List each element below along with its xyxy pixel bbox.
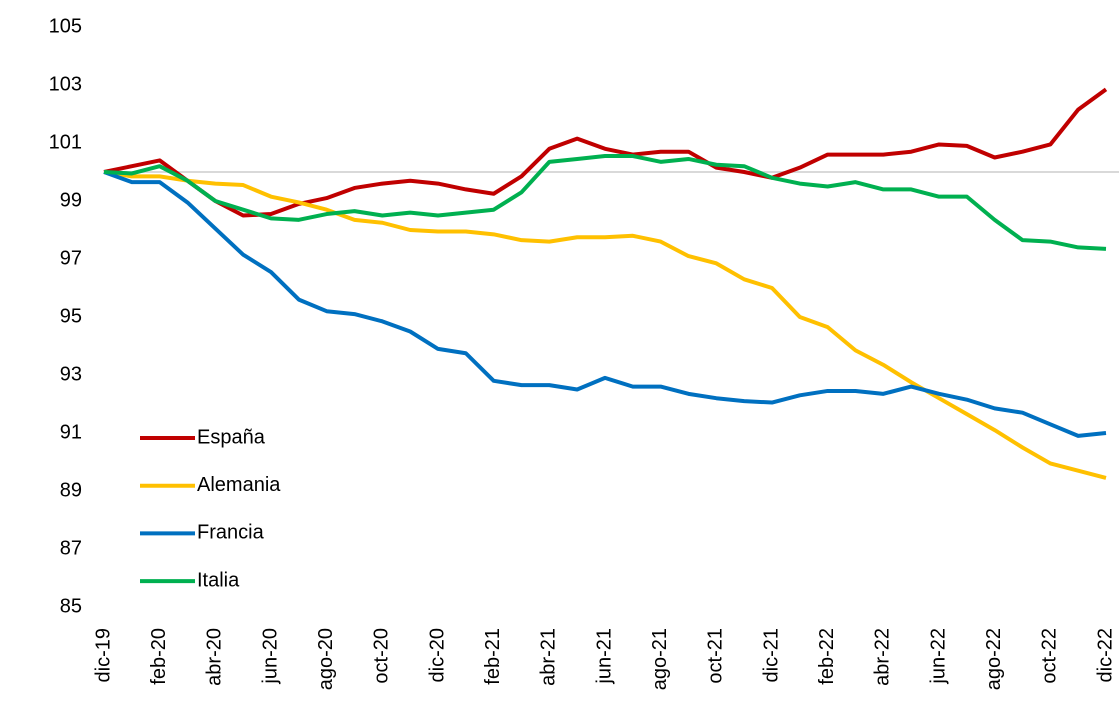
x-tick-label: oct-22: [1039, 628, 1061, 684]
series-line: [103, 170, 1107, 480]
legend-label: Alemania: [197, 474, 281, 496]
y-tick-label: 105: [49, 15, 82, 37]
x-tick-label: dic-19: [92, 628, 114, 682]
x-tick-label: jun-21: [593, 628, 615, 685]
x-tick-label: abr-20: [204, 628, 226, 686]
y-tick-label: 103: [49, 73, 82, 95]
x-tick-label: feb-20: [148, 628, 170, 685]
y-tick-label: 89: [60, 479, 82, 501]
legend-label: Italia: [197, 569, 240, 591]
x-tick-label: feb-21: [482, 628, 504, 685]
x-tick-label: dic-21: [760, 628, 782, 682]
legend-label: Francia: [197, 522, 265, 544]
y-tick-label: 101: [49, 131, 82, 153]
x-tick-label: dic-22: [1094, 628, 1116, 682]
x-tick-label: oct-21: [705, 628, 727, 684]
y-tick-label: 93: [60, 363, 82, 385]
series-line: [103, 154, 1107, 251]
x-tick-label: ago-21: [649, 628, 671, 690]
y-tick-label: 97: [60, 247, 82, 269]
y-tick-label: 87: [60, 537, 82, 559]
series-line: [103, 87, 1108, 218]
y-tick-label: 95: [60, 305, 82, 327]
y-tick-label: 85: [60, 595, 82, 617]
series-line: [103, 170, 1107, 438]
x-tick-label: ago-22: [983, 628, 1005, 690]
y-tick-label: 99: [60, 189, 82, 211]
legend-label: España: [197, 426, 266, 448]
x-tick-label: dic-20: [426, 628, 448, 682]
x-tick-label: feb-22: [816, 628, 838, 685]
y-tick-label: 91: [60, 421, 82, 443]
x-tick-label: jun-20: [259, 628, 281, 685]
x-tick-label: abr-21: [538, 628, 560, 686]
x-tick-label: abr-22: [872, 628, 894, 686]
x-tick-label: oct-20: [371, 628, 393, 684]
x-tick-label: jun-22: [927, 628, 949, 685]
x-tick-label: ago-20: [315, 628, 337, 690]
